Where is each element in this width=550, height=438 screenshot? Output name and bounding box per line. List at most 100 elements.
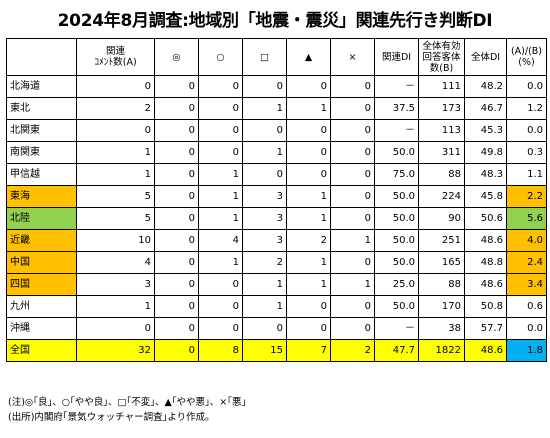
- table-cell: 1.1: [506, 163, 547, 186]
- table-cell: 4: [76, 251, 155, 274]
- table-cell: 0.0: [506, 75, 547, 98]
- table-cell: 0: [330, 97, 375, 120]
- table-cell: 0: [330, 163, 375, 186]
- column-header: 全体DI: [464, 38, 507, 76]
- table-cell: 2: [242, 251, 287, 274]
- table-cell: 1: [286, 207, 331, 230]
- region-name: 全国: [6, 339, 77, 362]
- table-cell: 48.3: [464, 163, 507, 186]
- table-cell: 251: [418, 229, 465, 252]
- table-cell: 50.6: [464, 207, 507, 230]
- column-header: 全体有効 回答客体数(B): [418, 38, 465, 76]
- column-header: ○: [198, 38, 243, 76]
- table-cell: 0: [154, 229, 199, 252]
- column-header: [6, 38, 77, 76]
- table-cell: 2: [330, 339, 375, 362]
- table-cell: 2: [286, 229, 331, 252]
- table-cell: 2.4: [506, 251, 547, 274]
- table-cell: 1: [330, 229, 375, 252]
- notes: (注)◎｢良｣、○｢やや良｣、□｢不変｣、▲｢やや悪｣、×｢悪｣ (出所)内閣府…: [8, 395, 246, 425]
- table-row: 東北 2 0 0 1 1 0 37.5 173 46.7 1.2: [6, 97, 547, 120]
- table-cell: 3: [242, 207, 287, 230]
- table-cell: 0: [330, 207, 375, 230]
- table-cell: 0: [154, 97, 199, 120]
- column-header: 関連DI: [374, 38, 419, 76]
- table-cell: 0: [242, 119, 287, 142]
- note-legend: (注)◎｢良｣、○｢やや良｣、□｢不変｣、▲｢やや悪｣、×｢悪｣: [8, 397, 247, 408]
- table-cell: 0: [198, 97, 243, 120]
- table-row: 九州 1 0 0 1 0 0 50.0 170 50.8 0.6: [6, 295, 547, 318]
- table-cell: 2.2: [506, 185, 547, 208]
- table-cell: 165: [418, 251, 465, 274]
- table-cell: 0: [286, 75, 331, 98]
- column-header: (A)/(B) (%): [506, 38, 547, 76]
- region-name: 九州: [6, 295, 77, 318]
- table-cell: 7: [286, 339, 331, 362]
- table-cell: 45.8: [464, 185, 507, 208]
- table-cell: 0: [154, 273, 199, 296]
- table-row: 四国 3 0 0 1 1 1 25.0 88 48.6 3.4: [6, 273, 547, 296]
- table-cell: 10: [76, 229, 155, 252]
- table-cell: 0: [198, 141, 243, 164]
- table-cell: 1: [76, 163, 155, 186]
- table-cell: 1822: [418, 339, 465, 362]
- table-cell: 0: [154, 141, 199, 164]
- table-cell: －: [374, 317, 419, 340]
- column-header: ×: [330, 38, 375, 76]
- page-title: 2024年8月調査:地域別「地震・震災」関連先行き判断DI: [57, 11, 493, 31]
- table-cell: 0.0: [506, 119, 547, 142]
- table-cell: －: [374, 119, 419, 142]
- table-cell: 3: [242, 185, 287, 208]
- table-cell: 1: [286, 251, 331, 274]
- region-name: 東海: [6, 185, 77, 208]
- table-row: 近畿 10 0 4 3 2 1 50.0 251 48.6 4.0: [6, 229, 547, 252]
- region-name: 中国: [6, 251, 77, 274]
- table-row: 南関東 1 0 0 1 0 0 50.0 311 49.8 0.3: [6, 141, 547, 164]
- table-cell: 0: [154, 119, 199, 142]
- table-row: 沖縄 0 0 0 0 0 0 － 38 57.7 0.0: [6, 317, 547, 340]
- column-header: ◎: [154, 38, 199, 76]
- table-row: 中国 4 0 1 2 1 0 50.0 165 48.8 2.4: [6, 251, 547, 274]
- table-cell: 0: [286, 119, 331, 142]
- table-cell: 48.2: [464, 75, 507, 98]
- table-cell: 1: [242, 273, 287, 296]
- table-cell: 0.0: [506, 317, 547, 340]
- table-cell: 1: [198, 207, 243, 230]
- table-cell: 0: [286, 141, 331, 164]
- table-cell: 0: [198, 295, 243, 318]
- table-cell: 50.0: [374, 251, 419, 274]
- column-header: 関連 ｺﾒﾝﾄ数(A): [76, 38, 155, 76]
- table-cell: 49.8: [464, 141, 507, 164]
- table-cell: 0: [154, 75, 199, 98]
- table-cell: 0: [286, 163, 331, 186]
- table-cell: 0: [76, 75, 155, 98]
- table-cell: 0: [330, 75, 375, 98]
- table-cell: 5.6: [506, 207, 547, 230]
- table-row: 甲信越 1 0 1 0 0 0 75.0 88 48.3 1.1: [6, 163, 547, 186]
- table-cell: 3: [242, 229, 287, 252]
- table-cell: 0: [330, 185, 375, 208]
- table-cell: 1: [198, 251, 243, 274]
- table-cell: 0: [330, 317, 375, 340]
- table-cell: 0.3: [506, 141, 547, 164]
- table-cell: 1: [242, 97, 287, 120]
- note-source: (出所)内閣府｢景気ウォッチャー調査｣より作成。: [8, 412, 215, 423]
- table-cell: 2: [76, 97, 155, 120]
- region-name: 近畿: [6, 229, 77, 252]
- table-cell: 1.2: [506, 97, 547, 120]
- column-header: ▲: [286, 38, 331, 76]
- region-name: 南関東: [6, 141, 77, 164]
- header-row: 関連 ｺﾒﾝﾄ数(A) ◎ ○ □ ▲ × 関連DI 全体有効 回答客体数(B) 全体DI (A)…: [6, 38, 547, 76]
- table-cell: 224: [418, 185, 465, 208]
- column-header: □: [242, 38, 287, 76]
- table-cell: 0: [242, 163, 287, 186]
- table-cell: 1.8: [506, 339, 547, 362]
- region-name: 北陸: [6, 207, 77, 230]
- table-row: 全国 32 0 8 15 7 2 47.7 1822 48.6 1.8: [6, 339, 547, 362]
- table-cell: 0: [154, 185, 199, 208]
- table-cell: 50.8: [464, 295, 507, 318]
- table-cell: 50.0: [374, 185, 419, 208]
- table-row: 北陸 5 0 1 3 1 0 50.0 90 50.6 5.6: [6, 207, 547, 230]
- table-cell: 46.7: [464, 97, 507, 120]
- table-cell: 0: [154, 317, 199, 340]
